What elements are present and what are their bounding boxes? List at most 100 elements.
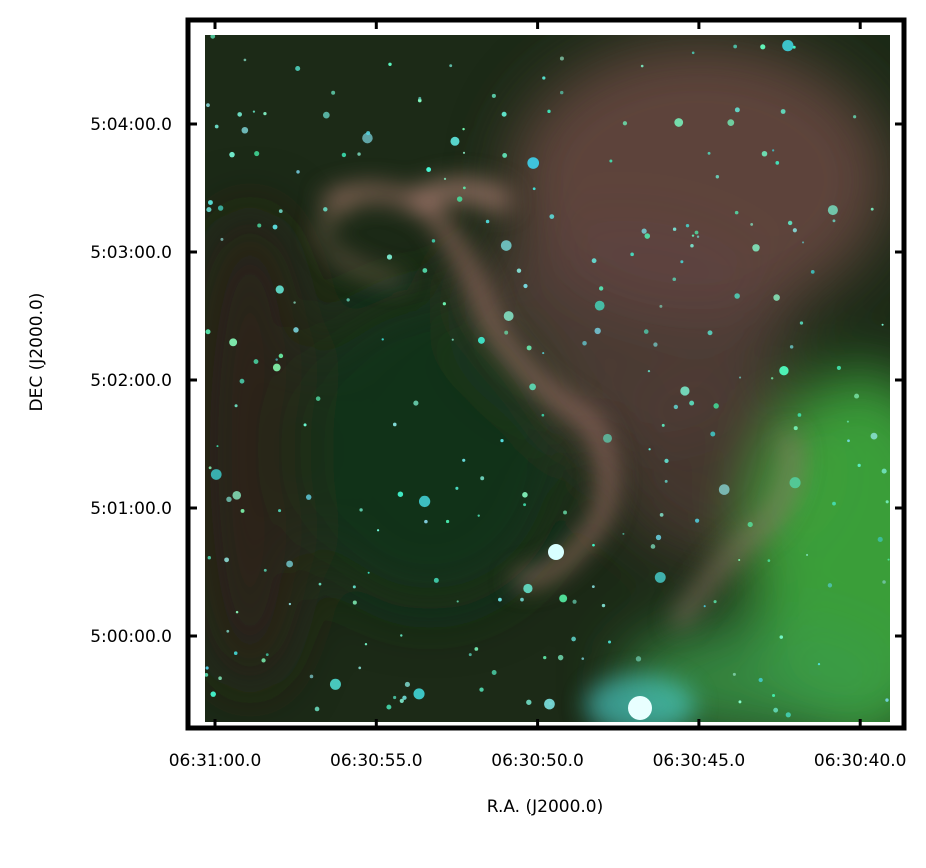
star bbox=[205, 329, 211, 335]
star bbox=[847, 439, 850, 443]
star bbox=[504, 330, 509, 335]
star bbox=[805, 553, 809, 557]
star bbox=[500, 240, 512, 251]
star bbox=[226, 496, 232, 503]
star bbox=[827, 205, 838, 216]
star bbox=[376, 529, 380, 532]
star bbox=[456, 600, 459, 603]
stars bbox=[205, 35, 890, 718]
star bbox=[229, 338, 238, 347]
star bbox=[208, 466, 212, 470]
star bbox=[502, 152, 508, 158]
star bbox=[544, 698, 555, 710]
star bbox=[523, 583, 533, 594]
star bbox=[738, 700, 742, 704]
star bbox=[450, 136, 460, 146]
star bbox=[275, 285, 284, 294]
star bbox=[413, 688, 425, 700]
star bbox=[263, 568, 267, 572]
star bbox=[853, 115, 857, 119]
star bbox=[362, 132, 373, 144]
star bbox=[455, 486, 459, 490]
star bbox=[734, 293, 740, 299]
star bbox=[608, 640, 611, 644]
star bbox=[734, 210, 739, 215]
star bbox=[694, 518, 700, 523]
star bbox=[601, 603, 606, 608]
star bbox=[485, 219, 490, 224]
star bbox=[661, 423, 665, 427]
star bbox=[713, 600, 717, 604]
star bbox=[881, 323, 884, 326]
star bbox=[210, 35, 216, 39]
axes: 06:31:00.0 06:30:55.0 06:30:50.0 06:30:45.0… bbox=[90, 20, 906, 771]
star bbox=[767, 559, 771, 562]
star bbox=[696, 235, 700, 238]
star bbox=[418, 495, 431, 508]
star bbox=[206, 103, 210, 108]
star bbox=[314, 706, 320, 712]
star bbox=[727, 119, 735, 126]
star bbox=[278, 353, 284, 359]
star bbox=[477, 336, 485, 344]
star bbox=[451, 338, 454, 341]
star bbox=[760, 44, 766, 50]
y-tick-label: 5:01:00.0 bbox=[90, 499, 172, 519]
star bbox=[810, 270, 815, 274]
star bbox=[694, 230, 699, 235]
star bbox=[775, 161, 780, 165]
star bbox=[542, 76, 546, 80]
star bbox=[456, 196, 463, 202]
star bbox=[445, 519, 450, 524]
star bbox=[318, 582, 322, 586]
star bbox=[366, 131, 371, 136]
star bbox=[801, 241, 805, 244]
star bbox=[229, 151, 235, 158]
star bbox=[309, 674, 314, 679]
x-tick-label: 06:31:00.0 bbox=[169, 751, 262, 771]
star bbox=[243, 58, 247, 62]
star bbox=[789, 345, 794, 349]
star bbox=[780, 109, 786, 114]
star bbox=[462, 458, 466, 462]
star bbox=[792, 228, 797, 233]
star bbox=[468, 653, 472, 657]
star bbox=[252, 110, 256, 113]
star bbox=[673, 404, 679, 410]
star bbox=[205, 672, 209, 677]
star bbox=[594, 300, 605, 311]
star bbox=[474, 647, 479, 651]
star bbox=[630, 252, 634, 257]
star bbox=[358, 666, 362, 670]
star bbox=[462, 186, 466, 190]
star bbox=[707, 330, 713, 336]
star bbox=[750, 223, 754, 226]
frame bbox=[185, 17, 907, 731]
star bbox=[303, 423, 307, 427]
star bbox=[443, 177, 447, 180]
star bbox=[799, 321, 804, 325]
star bbox=[710, 431, 716, 437]
star bbox=[346, 298, 350, 302]
star bbox=[854, 393, 860, 399]
star bbox=[532, 187, 536, 191]
star bbox=[559, 56, 564, 61]
star bbox=[477, 514, 480, 517]
star bbox=[491, 670, 497, 675]
star bbox=[388, 62, 392, 67]
star bbox=[234, 404, 238, 408]
star bbox=[286, 560, 293, 568]
star bbox=[672, 277, 677, 282]
star bbox=[216, 445, 219, 448]
star bbox=[413, 400, 419, 406]
star bbox=[479, 687, 484, 692]
star bbox=[214, 124, 219, 129]
star bbox=[526, 699, 532, 705]
star bbox=[322, 111, 330, 119]
star bbox=[547, 109, 551, 113]
star bbox=[272, 224, 278, 230]
star bbox=[779, 366, 789, 376]
star bbox=[402, 695, 407, 700]
star bbox=[877, 536, 883, 542]
star bbox=[526, 345, 532, 351]
